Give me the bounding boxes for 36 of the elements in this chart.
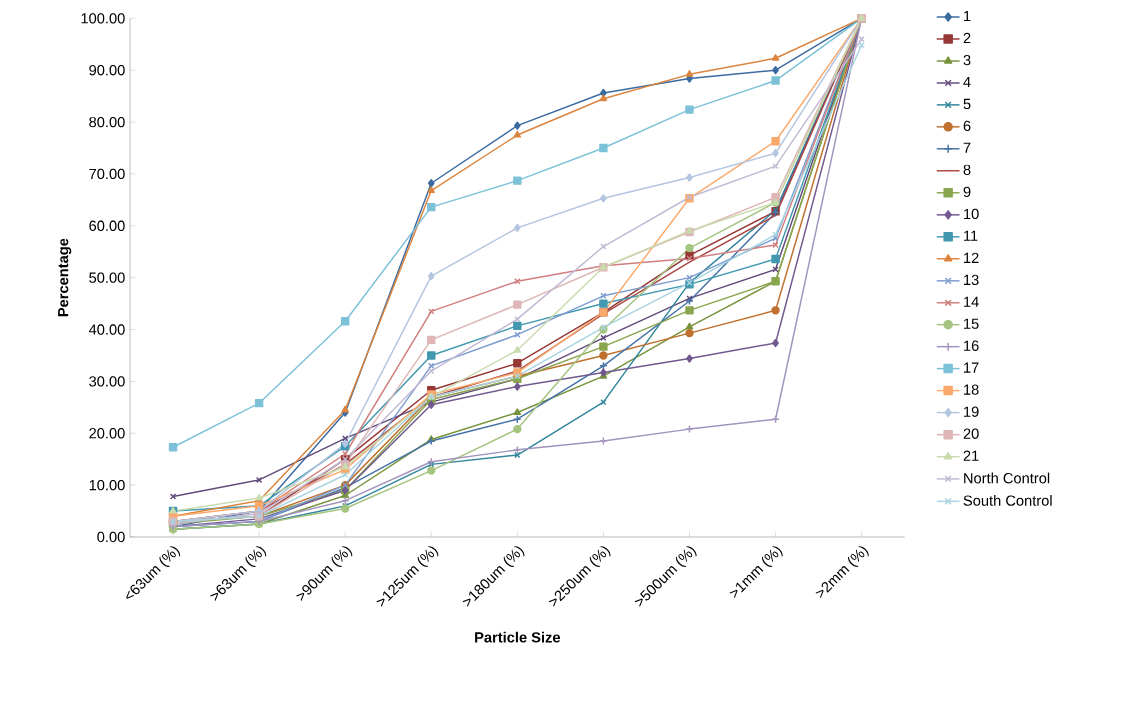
- legend-label: 1: [964, 10, 971, 22]
- legend-label: 8: [963, 164, 971, 176]
- y-tick-label: 60.00: [89, 220, 125, 231]
- legend-label: 6: [963, 120, 971, 132]
- legend-label: 7: [963, 142, 971, 153]
- y-axis-title: Percentage: [58, 238, 72, 317]
- x-axis-title: Particle Size: [475, 631, 561, 643]
- legend-label: 14: [964, 296, 979, 307]
- legend-label: 12: [964, 252, 979, 263]
- legend-label: 16: [964, 340, 979, 351]
- legend-label: 15: [964, 318, 979, 329]
- legend-label: 3: [963, 54, 971, 66]
- y-tick-label: 20.00: [89, 428, 125, 439]
- y-tick-label: 70.00: [89, 168, 125, 180]
- legend-label: 11: [964, 230, 978, 241]
- y-tick-label: 100.00: [81, 13, 125, 24]
- y-tick-label: 50.00: [89, 272, 125, 283]
- legend-label: 13: [964, 274, 979, 286]
- legend-label: 17: [964, 362, 979, 373]
- legend-label: 5: [963, 98, 971, 110]
- legend-label: 18: [964, 384, 979, 395]
- y-tick-label: 10.00: [89, 479, 125, 491]
- y-tick-label: 40.00: [88, 324, 125, 335]
- y-tick-label: 80.00: [89, 116, 125, 128]
- legend-label: 4: [963, 76, 971, 88]
- y-tick-label: 90.00: [89, 65, 125, 76]
- legend-label: 19: [964, 406, 979, 417]
- legend-label: North Control: [964, 472, 1050, 484]
- legend-label: 20: [963, 428, 979, 439]
- y-tick-label: 30.00: [89, 376, 125, 387]
- legend-label: 9: [963, 186, 971, 198]
- legend-label: 10: [964, 208, 979, 220]
- legend-label: South Control: [963, 495, 1052, 506]
- legend-label: 21: [963, 450, 979, 461]
- legend-label: 2: [963, 32, 971, 44]
- y-tick-label: 0.00: [97, 531, 125, 543]
